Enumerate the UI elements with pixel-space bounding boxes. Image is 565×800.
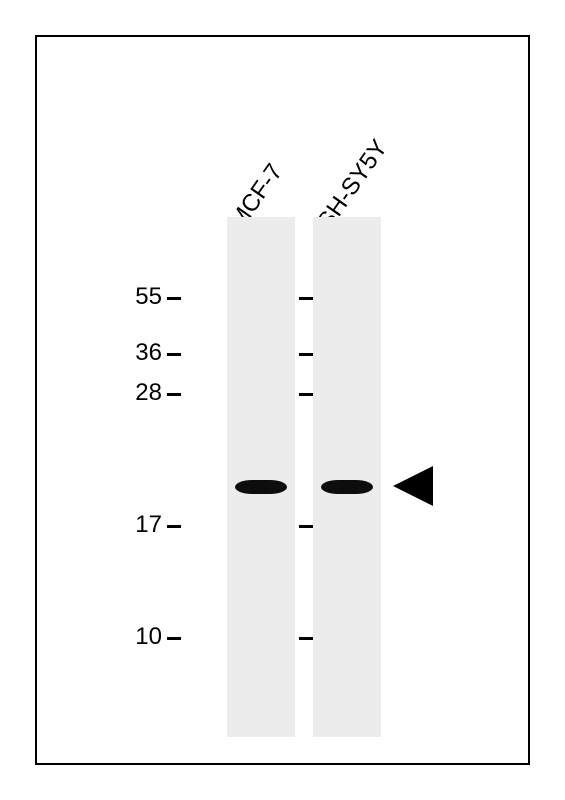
figure-border: MCF-7SH-SY5Y 5536281710 <box>35 35 530 765</box>
mw-tick-left-17 <box>167 525 181 528</box>
mw-label-55: 55 <box>122 283 162 311</box>
western-blot-figure: MCF-7SH-SY5Y 5536281710 <box>0 0 565 800</box>
blot-area: 55 36 28 17 10 <box>37 217 528 737</box>
mw-label-28: 28 <box>122 379 162 407</box>
mw-label-10: 10 <box>122 623 162 651</box>
lane-strip-2 <box>313 217 381 737</box>
band-lane2-1 <box>321 480 373 494</box>
lane-strip-1 <box>227 217 295 737</box>
mw-label-36: 36 <box>122 339 162 367</box>
mw-tick-ladder-10 <box>299 637 313 640</box>
mw-tick-left-10 <box>167 637 181 640</box>
mw-tick-ladder-28 <box>299 393 313 396</box>
mw-tick-left-55 <box>167 297 181 300</box>
mw-tick-left-36 <box>167 353 181 356</box>
band-lane1-1 <box>235 480 287 494</box>
mw-label-17: 17 <box>122 511 162 539</box>
mw-tick-ladder-36 <box>299 353 313 356</box>
mw-tick-left-28 <box>167 393 181 396</box>
target-band-arrow-icon <box>393 466 433 506</box>
mw-tick-ladder-17 <box>299 525 313 528</box>
mw-tick-ladder-55 <box>299 297 313 300</box>
